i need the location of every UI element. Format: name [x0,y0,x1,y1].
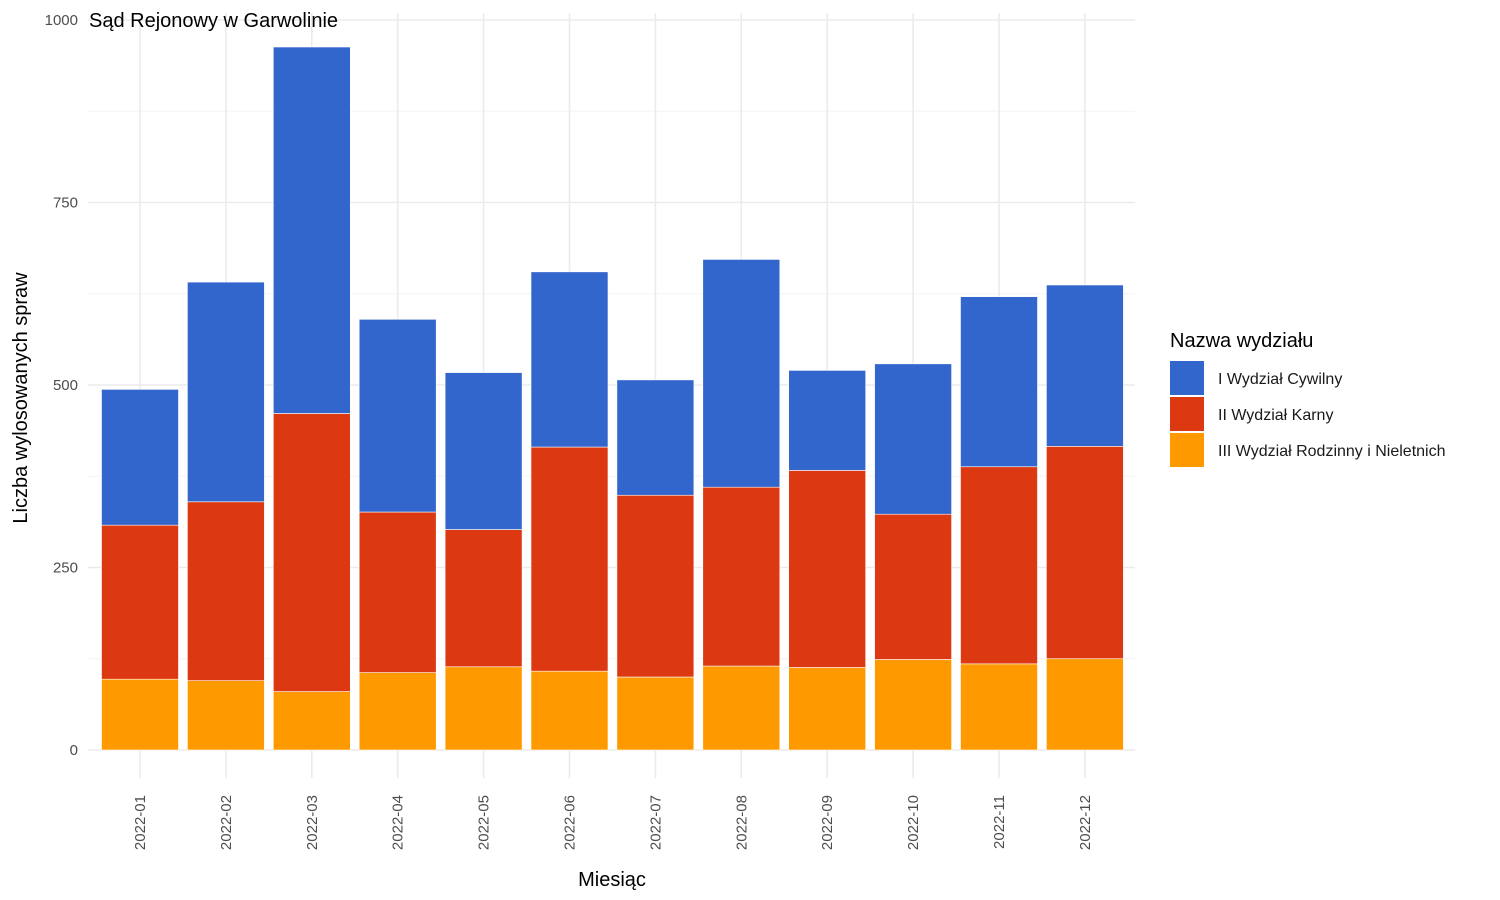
y-tick-label: 1000 [45,12,78,29]
x-tick-label: 2022-07 [647,795,664,850]
bar-segment [874,659,952,751]
bar-segment [530,271,609,448]
y-tick-label: 500 [53,377,78,394]
x-axis-title: Miesiąc [578,869,646,891]
x-tick-label: 2022-09 [819,795,836,850]
bar-segment [874,363,952,515]
bar-segment [788,370,867,471]
bar-segment [444,529,523,668]
x-tick-label: 2022-04 [390,795,407,850]
legend-label: III Wydział Rodzinny i Nieletnich [1218,443,1446,460]
bar-segment [272,691,351,751]
bar-segment [187,281,265,503]
legend-key-swatch [1170,397,1204,431]
bar-segment [960,296,1038,468]
x-tick-label: 2022-06 [562,795,579,850]
bar-segment [187,680,265,751]
bar-segment [272,413,351,692]
bar-segment [874,513,952,660]
bar-segment [101,524,179,680]
legend-label: I Wydział Cywilny [1218,371,1342,388]
x-tick-label: 2022-05 [476,795,493,850]
bar-segment [358,672,437,751]
bar-segment [1046,284,1124,447]
bar-segment [616,379,695,496]
bar-segment [444,666,523,751]
y-tick-label: 750 [53,195,78,212]
bar-segment [530,670,609,751]
bar-segment [101,389,179,526]
x-tick-label: 2022-01 [132,795,149,850]
bar-segment [358,318,437,513]
x-tick-label: 2022-10 [905,795,922,850]
bar-segment [1046,446,1124,660]
bar-segment [788,470,867,668]
bar-segment [530,446,609,672]
bar-segment [616,494,695,678]
bar-segment [358,511,437,673]
bar-segment [702,665,781,751]
bar-segment [272,46,351,414]
bar-segment [702,259,781,488]
legend-title: Nazwa wydziału [1170,330,1313,352]
legend-key-swatch [1170,433,1204,467]
legend-label: II Wydział Karny [1218,407,1333,424]
y-tick-label: 0 [70,742,78,759]
bar-segment [960,663,1038,751]
bar-segment [101,678,179,751]
bar-segment [788,667,867,751]
bar-segment [444,372,523,530]
x-tick-label: 2022-02 [218,795,235,850]
x-tick-label: 2022-12 [1077,795,1094,850]
bar-segment [702,486,781,667]
bar-segment [960,466,1038,665]
x-tick-label: 2022-03 [304,795,321,850]
bar-segment [1046,658,1124,751]
x-tick-label: 2022-11 [991,795,1008,849]
y-axis-title: Liczba wylosowanych spraw [10,272,32,524]
bar-segment [616,676,695,751]
y-tick-label: 250 [53,560,78,577]
bar-segment [187,501,265,681]
x-tick-label: 2022-08 [733,795,750,850]
chart-title: Sąd Rejonowy w Garwolinie [89,10,338,32]
legend-key-swatch [1170,361,1204,395]
